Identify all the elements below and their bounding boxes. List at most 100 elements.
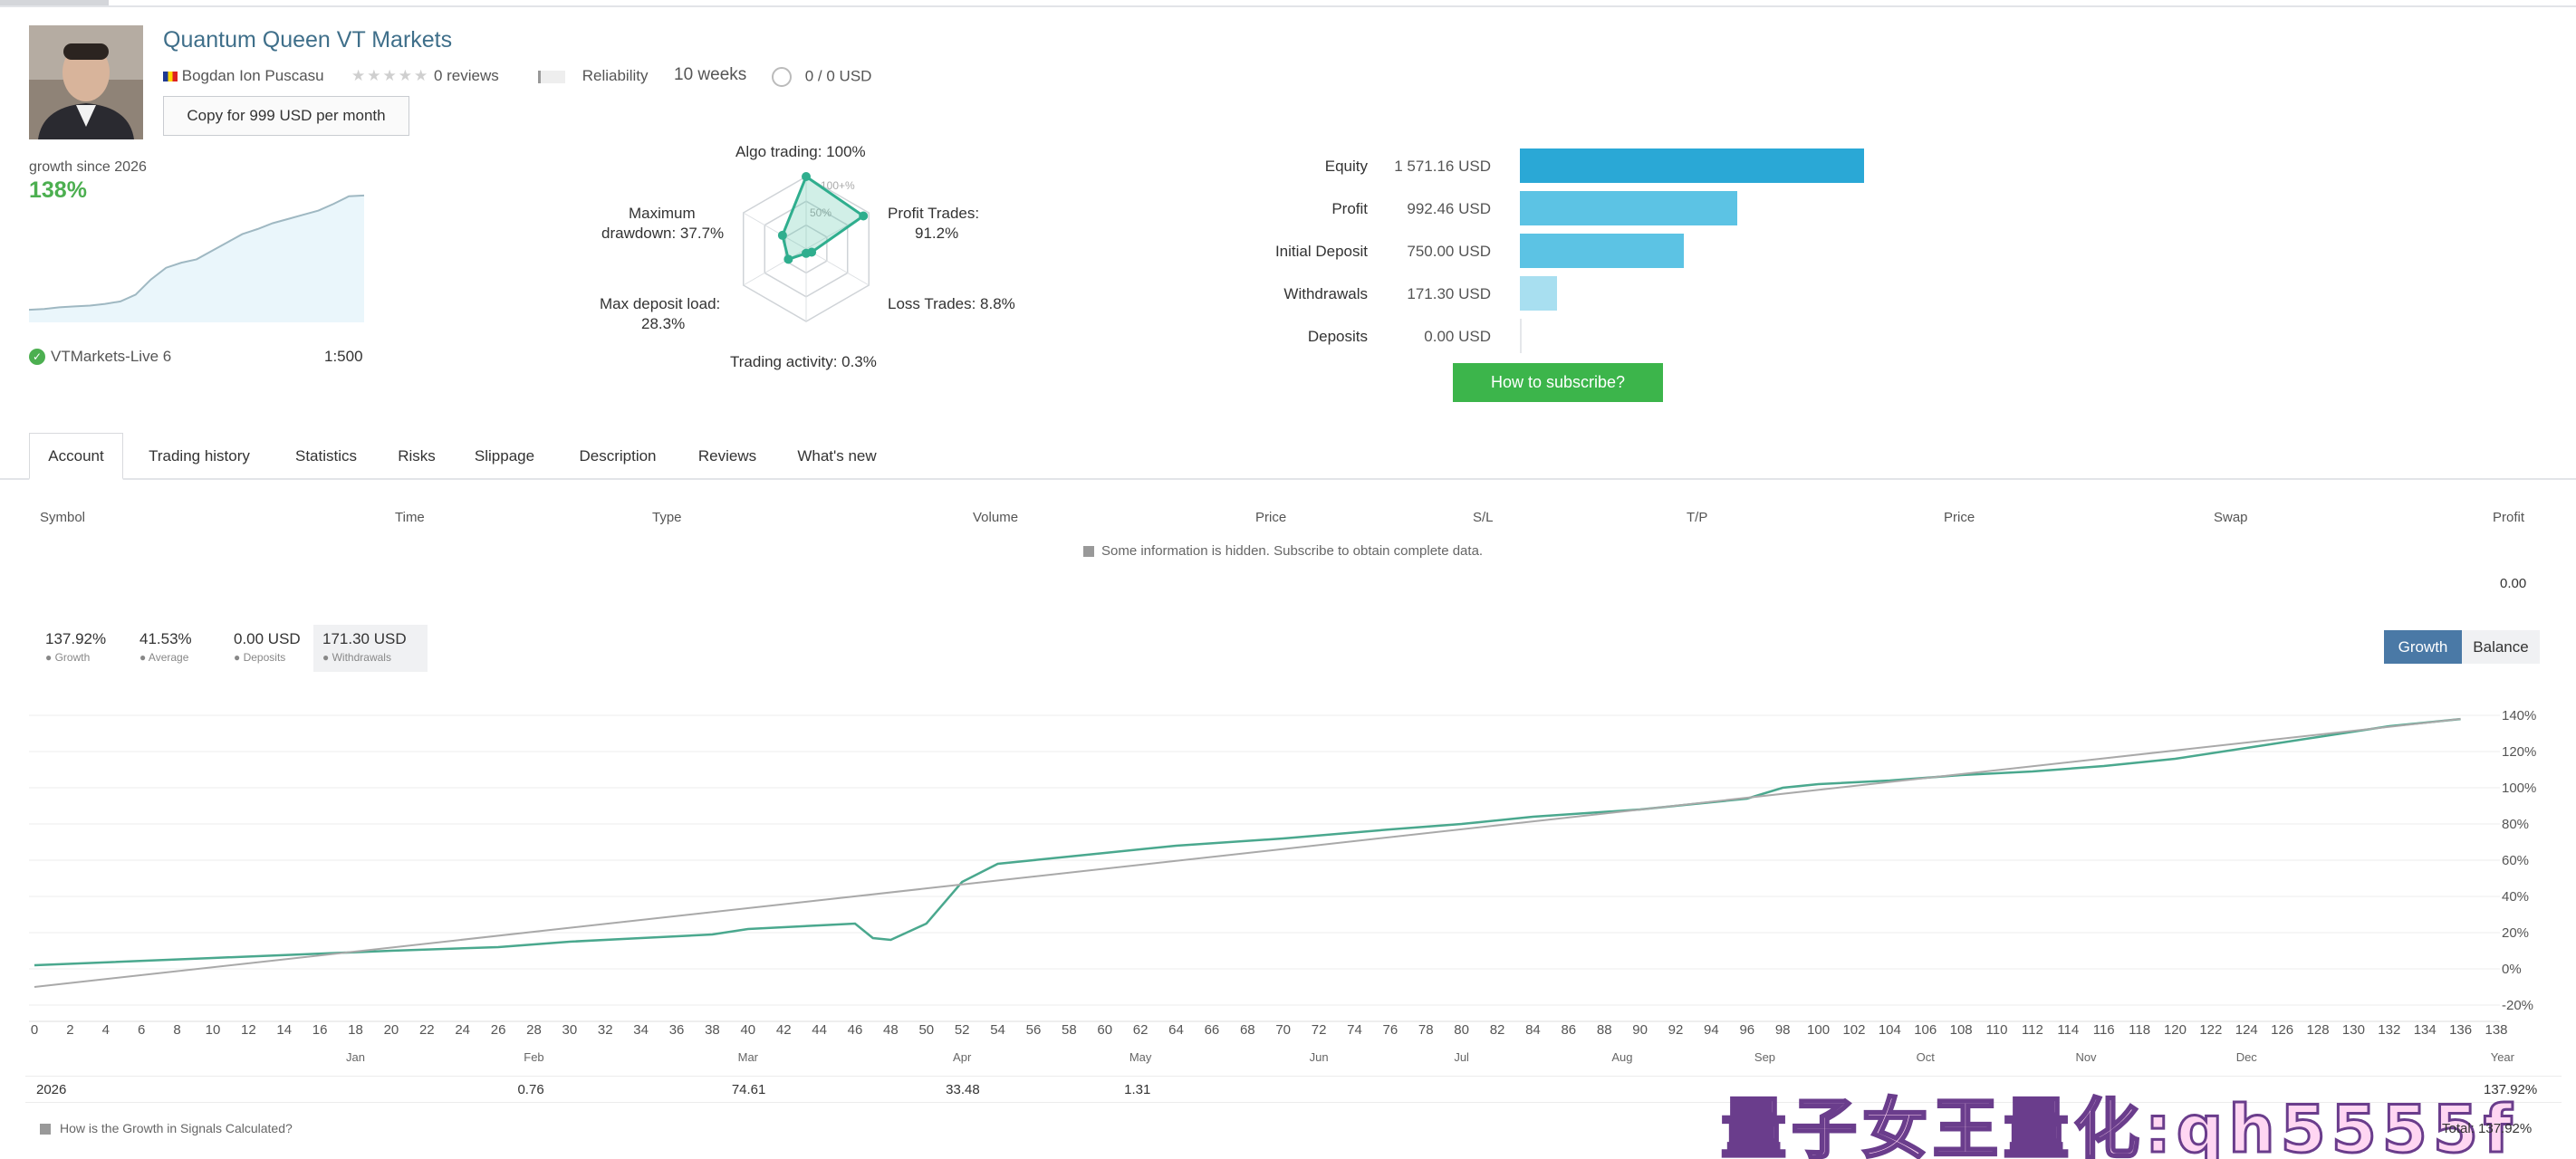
radar-chart: 100+% 50% [742,172,870,322]
x-tick-label: 68 [1240,1022,1255,1038]
y-tick-label: 100% [2502,781,2536,796]
tab-statistics[interactable]: Statistics [294,447,358,465]
col-sl[interactable]: S/L [1473,510,1494,525]
growth-since-label: growth since 2026 [29,159,147,175]
how-to-subscribe-button[interactable]: How to subscribe? [1453,363,1663,402]
bar-withdrawals [1520,276,1558,311]
author-avatar[interactable] [29,25,143,139]
x-tick-label: 92 [1668,1022,1684,1038]
radar-scale-50: 50% [810,206,831,219]
radar-scale-100: 100+% [821,179,855,192]
radar-axis-2 [805,248,870,286]
reviews-count[interactable]: 0 reviews [433,67,499,84]
x-tick-label: 14 [276,1022,292,1038]
footer-total: Total: 137.92% [2442,1121,2533,1136]
x-tick-label: 64 [1168,1022,1184,1038]
month-label: Jun [1310,1050,1329,1064]
info-icon [1083,546,1094,558]
star-rating-icon: ★★★★★ [351,67,430,84]
col-swap[interactable]: Swap [2214,510,2248,525]
col-volume[interactable]: Volume [973,510,1019,525]
x-tick-label: 28 [526,1022,542,1038]
x-tick-label: 48 [883,1022,899,1038]
mini-growth-line [29,194,365,311]
stat-average[interactable]: 41.53% ● Average [130,625,212,672]
stat-growth[interactable]: 137.92% ● Growth [36,625,118,672]
x-tick-label: 138 [2485,1022,2507,1038]
growth-chart: 140%120%100%80%60%40%20%0%-20%0 2 4 6 8 10 12 1… [29,708,2536,1064]
x-tick-label: 82 [1490,1022,1505,1038]
x-tick-label: 6 [138,1022,145,1038]
bar-value-deposits: 0.00 USD [1424,328,1491,345]
x-tick-label: 112 [2022,1022,2043,1038]
radar-label-drawdown-value: drawdown: 37.7% [601,225,725,242]
month-label: Oct [1917,1050,1936,1064]
x-tick-label: 76 [1383,1022,1399,1038]
tab-slippage[interactable]: Slippage [474,447,535,465]
col-symbol[interactable]: Symbol [40,510,86,525]
x-tick-label: 132 [2378,1022,2400,1038]
x-axis-end-label: Year [2491,1050,2515,1064]
tabs-divider [0,478,2576,480]
x-tick-label: 96 [1739,1022,1754,1038]
stat-average-label: ● Average [139,651,189,664]
x-tick-label: 86 [1561,1022,1576,1038]
stat-withdrawals[interactable]: 171.30 USD ● Withdrawals [313,625,428,672]
x-tick-label: 136 [2449,1022,2472,1038]
x-tick-label: 22 [419,1022,435,1038]
x-tick-label: 24 [455,1022,470,1038]
x-tick-label: 0 [31,1022,38,1038]
tab-trading-history[interactable]: Trading history [149,447,250,465]
x-tick-label: 72 [1312,1022,1327,1038]
y-tick-label: 60% [2502,853,2529,868]
month-label: Jan [346,1050,365,1064]
bar-label-profit: Profit [1331,200,1368,217]
broker-row: ✓ VTMarkets-Live 6 [29,348,171,366]
month-return-cell: 74.61 [731,1082,766,1097]
watermark-text: 量子女王量化:qh5555f [1719,1090,2518,1159]
broker-name[interactable]: VTMarkets-Live 6 [51,348,172,365]
subscribers-value: 0 / 0 USD [804,67,872,85]
weeks: 10 weeks [674,65,747,84]
mini-growth-chart [29,194,365,322]
growth-series-line [34,717,2461,967]
col-time[interactable]: Time [395,510,425,525]
table-total-profit: 0.00 [2500,576,2527,591]
month-label: Mar [738,1050,759,1064]
col-tp[interactable]: T/P [1687,510,1708,525]
growth-toggle[interactable]: Growth [2384,630,2462,664]
stat-deposits-value: 0.00 USD [234,630,301,647]
tab-whats-new[interactable]: What's new [797,447,877,465]
x-tick-label: 18 [348,1022,363,1038]
signal-title[interactable]: Quantum Queen VT Markets [163,27,453,53]
month-label: May [1129,1050,1152,1064]
copy-signal-button[interactable]: Copy for 999 USD per month [163,96,409,136]
stat-deposits[interactable]: 0.00 USD ● Deposits [225,625,312,672]
x-tick-label: 78 [1418,1022,1434,1038]
x-tick-label: 56 [1026,1022,1042,1038]
col-price-2[interactable]: Price [1944,510,1975,525]
col-type[interactable]: Type [652,510,682,525]
growth-calc-link-text[interactable]: How is the Growth in Signals Calculated? [60,1121,293,1135]
growth-calc-link[interactable]: How is the Growth in Signals Calculated? [40,1121,293,1135]
tab-reviews[interactable]: Reviews [697,447,757,465]
bar-value-initial-deposit: 750.00 USD [1407,243,1491,260]
month-label: Sep [1754,1050,1775,1064]
radar-label-deposit-load: Max deposit load: [600,295,721,312]
x-tick-label: 36 [669,1022,685,1038]
month-label: Dec [2236,1050,2258,1064]
tab-account[interactable]: Account [29,433,123,480]
year-label: 2026 [36,1082,67,1097]
x-tick-label: 80 [1454,1022,1469,1038]
author-name[interactable]: Bogdan Ion Puscasu [181,67,324,84]
author-row: Bogdan Ion Puscasu [163,67,324,85]
y-tick-label: -20% [2502,998,2533,1013]
tab-description[interactable]: Description [579,447,657,465]
x-tick-label: 44 [812,1022,827,1038]
tab-risks[interactable]: Risks [398,447,436,465]
x-tick-label: 46 [848,1022,863,1038]
col-profit[interactable]: Profit [2493,510,2525,525]
col-price[interactable]: Price [1255,510,1287,525]
balance-toggle[interactable]: Balance [2462,630,2540,664]
radar-label-algo: Algo trading: 100% [735,143,866,160]
